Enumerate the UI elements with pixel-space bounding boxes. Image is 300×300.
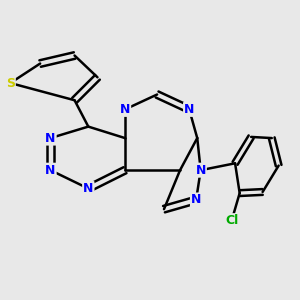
Text: N: N <box>184 103 194 116</box>
Text: N: N <box>120 103 130 116</box>
Text: N: N <box>45 132 56 145</box>
Text: S: S <box>6 76 15 89</box>
Text: N: N <box>191 194 201 206</box>
Text: Cl: Cl <box>225 214 238 227</box>
Text: N: N <box>45 164 56 177</box>
Text: N: N <box>83 182 94 195</box>
Text: N: N <box>196 164 206 177</box>
